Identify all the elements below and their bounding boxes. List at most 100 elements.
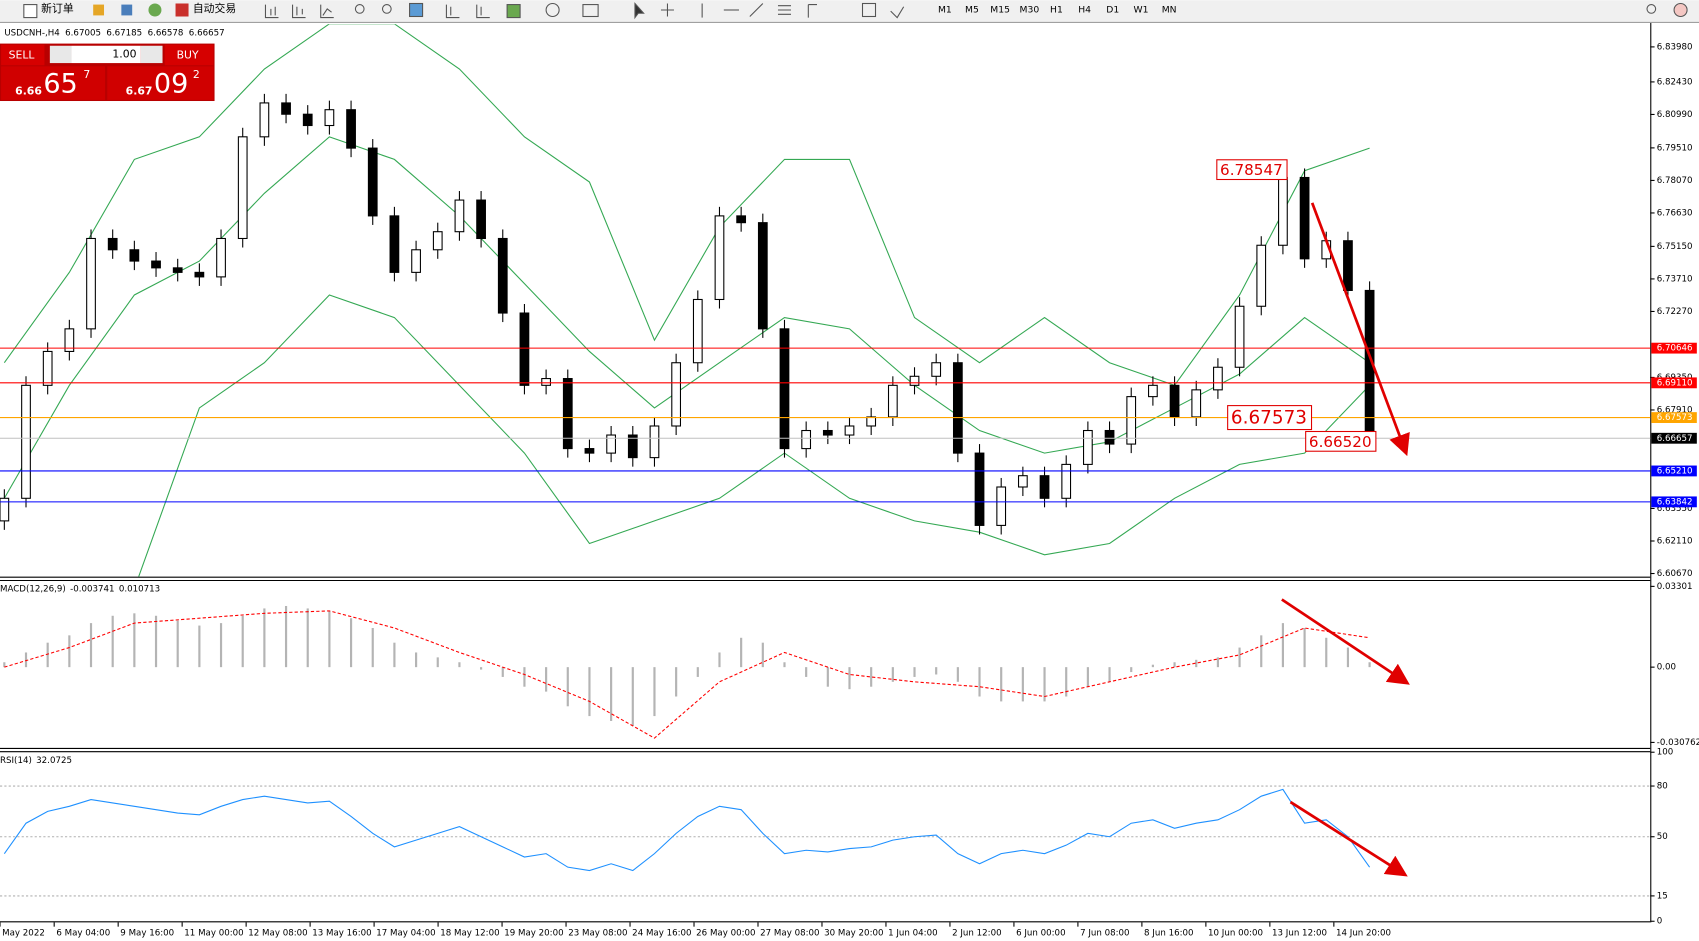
periods-icon[interactable] xyxy=(545,2,560,18)
macd-bar xyxy=(284,605,288,668)
new-order-button[interactable]: 新订单 xyxy=(41,1,74,15)
ask-box[interactable] xyxy=(107,66,214,100)
zoom-out-icon[interactable] xyxy=(381,4,392,14)
indicator-value: 32.0725 xyxy=(36,755,72,765)
macd-bar xyxy=(46,642,49,668)
candle-body xyxy=(1213,366,1223,391)
channel-icon[interactable] xyxy=(777,5,791,15)
y-tick-label: 6.83980 xyxy=(1657,42,1693,52)
timeframe-button[interactable]: H1 xyxy=(1050,4,1063,15)
lot-down[interactable] xyxy=(49,45,72,64)
candle-body xyxy=(1299,176,1310,260)
timeframe-button[interactable]: H4 xyxy=(1078,4,1091,15)
annotation-box xyxy=(1216,159,1288,181)
quote-value: 6.66657 xyxy=(189,28,225,38)
candle-body xyxy=(172,267,183,273)
timeframe-button[interactable]: M5 xyxy=(965,4,979,15)
x-tick-label: 24 May 16:00 xyxy=(632,929,691,939)
annotation-label: 6.67573 xyxy=(1231,408,1307,429)
drawn-arrow xyxy=(1310,202,1410,457)
sell-label[interactable]: SELL xyxy=(9,49,35,62)
macd-bar xyxy=(805,667,808,677)
auto-trading-button[interactable]: 自动交易 xyxy=(193,1,236,15)
macd-bar xyxy=(1216,657,1219,668)
cursor-icon[interactable] xyxy=(634,2,645,20)
candle-body xyxy=(1017,475,1028,488)
macd-bar xyxy=(761,642,764,668)
crosshair-icon[interactable] xyxy=(660,3,674,17)
fibo-icon[interactable] xyxy=(807,4,817,18)
macd-bar xyxy=(1086,667,1089,687)
toolbar-icon[interactable] xyxy=(93,4,105,16)
candle-body xyxy=(129,249,140,262)
buy-button[interactable] xyxy=(164,44,214,66)
timeframe-button[interactable]: M15 xyxy=(990,4,1010,15)
price-level-tag xyxy=(1651,496,1697,508)
search-icon[interactable] xyxy=(1646,4,1657,14)
bid-fraction: 7 xyxy=(83,68,90,81)
macd-bar xyxy=(306,608,309,668)
text-icon[interactable] xyxy=(861,2,877,18)
timeframe-button[interactable]: M1 xyxy=(938,4,952,15)
candle-body xyxy=(996,486,1007,526)
candle-body xyxy=(584,448,595,454)
timeframe-button[interactable]: W1 xyxy=(1133,4,1148,15)
candlestick-plot xyxy=(0,24,1375,577)
macd-bar xyxy=(68,635,71,668)
x-tick-label: 7 Jun 08:00 xyxy=(1080,929,1129,939)
bid-box[interactable] xyxy=(1,66,106,100)
x-tick-label: 10 Jun 00:00 xyxy=(1208,929,1263,939)
macd-bar xyxy=(414,652,418,668)
quote-value: 6.67185 xyxy=(106,28,142,38)
candle-body xyxy=(1234,305,1245,368)
macd-bar xyxy=(848,667,851,690)
templates-icon[interactable] xyxy=(582,4,599,18)
auto-trading-icon[interactable] xyxy=(175,3,189,17)
candle-body xyxy=(627,434,638,459)
trendline-icon[interactable] xyxy=(749,3,764,17)
macd-bar xyxy=(328,610,331,668)
tile-icon[interactable] xyxy=(409,2,424,18)
bid-pips: 65 xyxy=(43,68,77,99)
candle-body xyxy=(519,312,530,386)
zoom-in-icon[interactable] xyxy=(354,4,365,14)
macd-bar xyxy=(263,608,266,668)
macd-bar xyxy=(826,667,829,687)
timeframe-button[interactable]: M30 xyxy=(1020,4,1040,15)
buy-label[interactable]: BUY xyxy=(177,49,199,62)
autoscroll-icon[interactable] xyxy=(445,4,460,19)
notification-icon[interactable] xyxy=(1673,2,1688,18)
bollinger-upper xyxy=(3,24,1370,386)
candle-body xyxy=(844,425,855,436)
candle-body xyxy=(562,378,573,450)
toolbar-icon[interactable] xyxy=(121,4,133,16)
arrows-icon[interactable] xyxy=(890,6,905,19)
lot-value[interactable]: 1.00 xyxy=(112,47,136,60)
y-tick-label: 0 xyxy=(1657,917,1663,927)
indicators-icon[interactable] xyxy=(506,4,521,19)
toolbar-icons xyxy=(264,2,1688,20)
timeframe-button[interactable]: MN xyxy=(1162,4,1177,15)
timeframe-button[interactable]: D1 xyxy=(1106,4,1119,15)
candle-body xyxy=(1104,429,1115,445)
shift-icon[interactable] xyxy=(476,4,490,19)
lot-up[interactable] xyxy=(140,45,163,64)
candle-icon[interactable] xyxy=(292,4,306,19)
y-tick-label: 100 xyxy=(1657,748,1674,758)
lot-input[interactable] xyxy=(71,45,141,64)
drawn-arrow xyxy=(1281,598,1410,685)
macd-bar xyxy=(675,667,678,697)
macd-bar xyxy=(198,625,201,668)
indicator-value: 0.010713 xyxy=(119,584,160,594)
y-tick-label: 15 xyxy=(1657,891,1668,901)
candle-body xyxy=(1148,384,1158,398)
bar-chart-icon[interactable] xyxy=(264,4,279,19)
toolbar-icon[interactable] xyxy=(148,3,162,17)
symbol: USDCNH-,H4 xyxy=(4,28,60,38)
sell-button[interactable] xyxy=(1,44,45,66)
new-order-icon[interactable] xyxy=(23,4,38,19)
candle-body xyxy=(1191,389,1202,418)
x-tick-label: 11 May 00:00 xyxy=(184,929,243,939)
annotation-label: 6.78547 xyxy=(1220,161,1283,179)
line-icon[interactable] xyxy=(320,4,334,19)
